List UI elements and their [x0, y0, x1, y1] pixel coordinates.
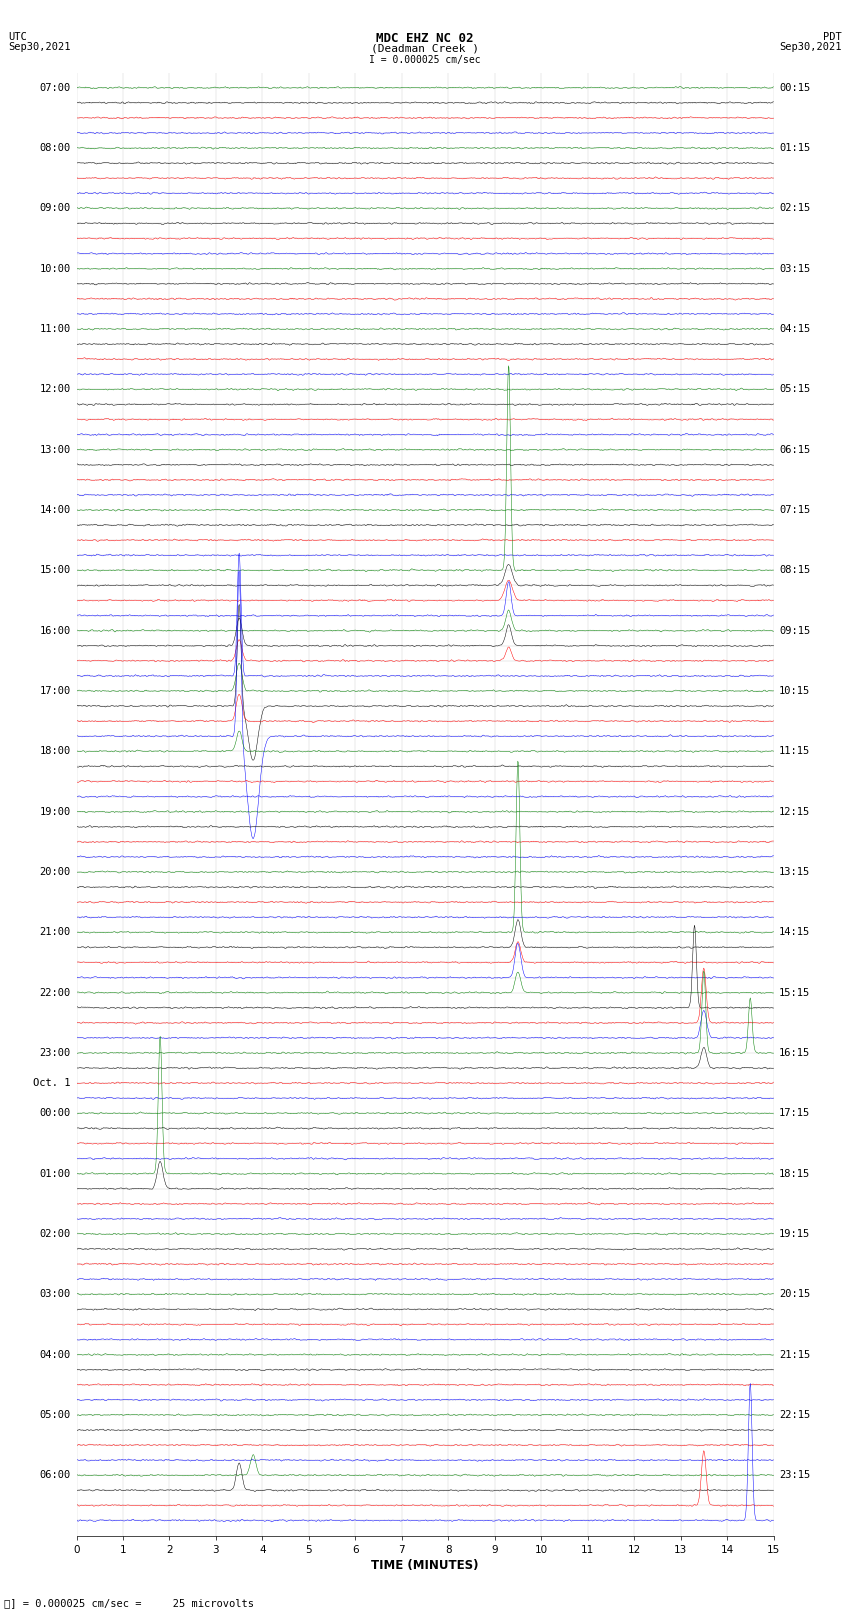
Text: 14:00: 14:00 [40, 505, 71, 515]
Text: 10:00: 10:00 [40, 263, 71, 274]
Text: 05:15: 05:15 [779, 384, 810, 394]
Text: 12:00: 12:00 [40, 384, 71, 394]
Text: PDT: PDT [823, 32, 842, 42]
Text: 13:00: 13:00 [40, 445, 71, 455]
Text: Sep30,2021: Sep30,2021 [779, 42, 842, 52]
Text: 04:00: 04:00 [40, 1350, 71, 1360]
Text: 02:15: 02:15 [779, 203, 810, 213]
Text: 00:15: 00:15 [779, 82, 810, 92]
Text: 13:15: 13:15 [779, 866, 810, 877]
Text: I = 0.000025 cm/sec: I = 0.000025 cm/sec [369, 55, 481, 65]
Text: ℓ] = 0.000025 cm/sec =     25 microvolts: ℓ] = 0.000025 cm/sec = 25 microvolts [4, 1598, 254, 1608]
Text: 07:15: 07:15 [779, 505, 810, 515]
Text: 16:15: 16:15 [779, 1048, 810, 1058]
Text: 12:15: 12:15 [779, 806, 810, 816]
Text: 01:00: 01:00 [40, 1168, 71, 1179]
Text: 16:00: 16:00 [40, 626, 71, 636]
Text: 08:00: 08:00 [40, 144, 71, 153]
Text: 14:15: 14:15 [779, 927, 810, 937]
Text: 04:15: 04:15 [779, 324, 810, 334]
Text: 21:00: 21:00 [40, 927, 71, 937]
Text: 19:00: 19:00 [40, 806, 71, 816]
Text: 08:15: 08:15 [779, 565, 810, 576]
Text: 19:15: 19:15 [779, 1229, 810, 1239]
Text: 20:00: 20:00 [40, 866, 71, 877]
Text: 10:15: 10:15 [779, 686, 810, 695]
Text: 15:15: 15:15 [779, 987, 810, 997]
Text: 17:00: 17:00 [40, 686, 71, 695]
Text: 18:15: 18:15 [779, 1168, 810, 1179]
Text: 22:15: 22:15 [779, 1410, 810, 1419]
X-axis label: TIME (MINUTES): TIME (MINUTES) [371, 1558, 479, 1571]
Text: 05:00: 05:00 [40, 1410, 71, 1419]
Text: 06:00: 06:00 [40, 1469, 71, 1481]
Text: Sep30,2021: Sep30,2021 [8, 42, 71, 52]
Text: 03:15: 03:15 [779, 263, 810, 274]
Text: 15:00: 15:00 [40, 565, 71, 576]
Text: 20:15: 20:15 [779, 1289, 810, 1298]
Text: 09:15: 09:15 [779, 626, 810, 636]
Text: 21:15: 21:15 [779, 1350, 810, 1360]
Text: Oct. 1: Oct. 1 [33, 1077, 71, 1089]
Text: 02:00: 02:00 [40, 1229, 71, 1239]
Text: 18:00: 18:00 [40, 747, 71, 756]
Text: 17:15: 17:15 [779, 1108, 810, 1118]
Text: 00:00: 00:00 [40, 1108, 71, 1118]
Text: MDC EHZ NC 02: MDC EHZ NC 02 [377, 32, 473, 45]
Text: 03:00: 03:00 [40, 1289, 71, 1298]
Text: 23:00: 23:00 [40, 1048, 71, 1058]
Text: 11:15: 11:15 [779, 747, 810, 756]
Text: 01:15: 01:15 [779, 144, 810, 153]
Text: 11:00: 11:00 [40, 324, 71, 334]
Text: 22:00: 22:00 [40, 987, 71, 997]
Text: 23:15: 23:15 [779, 1469, 810, 1481]
Text: UTC: UTC [8, 32, 27, 42]
Text: 09:00: 09:00 [40, 203, 71, 213]
Text: (Deadman Creek ): (Deadman Creek ) [371, 44, 479, 53]
Text: 07:00: 07:00 [40, 82, 71, 92]
Text: 06:15: 06:15 [779, 445, 810, 455]
